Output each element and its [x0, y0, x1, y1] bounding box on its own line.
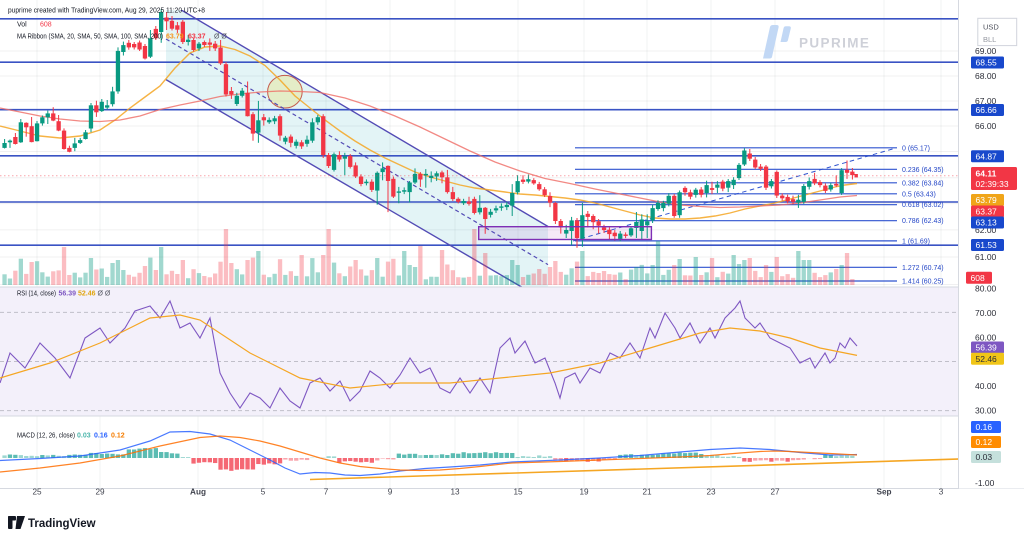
svg-text:68.00: 68.00 [975, 71, 997, 81]
svg-text:7: 7 [324, 488, 329, 497]
svg-text:1.272 (60.74): 1.272 (60.74) [902, 265, 944, 272]
svg-text:27: 27 [770, 488, 780, 497]
svg-text:61.00: 61.00 [975, 252, 997, 262]
svg-text:0.16: 0.16 [976, 422, 993, 432]
svg-text:56.39: 56.39 [59, 291, 77, 298]
svg-text:52.46: 52.46 [976, 354, 998, 364]
svg-text:MACD (12, 26, close): MACD (12, 26, close) [17, 433, 75, 440]
svg-text:0.786 (62.43): 0.786 (62.43) [902, 218, 944, 225]
svg-text:puprime created with TradingVi: puprime created with TradingView.com, Au… [8, 8, 205, 15]
svg-text:63.79: 63.79 [976, 195, 998, 205]
svg-text:61.53: 61.53 [976, 240, 998, 250]
svg-text:9: 9 [388, 488, 393, 497]
svg-text:0.618 (63.02): 0.618 (63.02) [902, 202, 944, 209]
svg-text:13: 13 [450, 488, 460, 497]
svg-text:RSI (14, close): RSI (14, close) [17, 291, 56, 298]
svg-text:0.16: 0.16 [94, 433, 108, 440]
svg-text:Aug: Aug [190, 488, 206, 497]
svg-text:63.79: 63.79 [166, 34, 184, 41]
svg-text:80.00: 80.00 [975, 284, 997, 294]
svg-text:21: 21 [642, 488, 652, 497]
svg-text:1 (61.69): 1 (61.69) [902, 238, 930, 245]
svg-text:5: 5 [261, 488, 266, 497]
svg-text:66.66: 66.66 [976, 105, 998, 115]
svg-text:19: 19 [579, 488, 589, 497]
svg-text:56.39: 56.39 [976, 343, 998, 353]
svg-text:64.87: 64.87 [976, 151, 998, 161]
svg-text:608: 608 [40, 22, 52, 29]
svg-text:68.55: 68.55 [976, 58, 998, 68]
svg-text:40.00: 40.00 [975, 381, 997, 391]
svg-text:0 (65.17): 0 (65.17) [902, 145, 930, 152]
svg-text:TradingView: TradingView [28, 518, 96, 530]
svg-text:25: 25 [32, 488, 42, 497]
svg-text:Sep: Sep [876, 488, 891, 497]
svg-text:USD: USD [983, 23, 999, 32]
svg-text:PUPRIME: PUPRIME [799, 36, 870, 51]
svg-text:29: 29 [95, 488, 105, 497]
svg-text:70.00: 70.00 [975, 308, 997, 318]
svg-text:0.382 (63.84): 0.382 (63.84) [902, 180, 944, 187]
svg-text:0.236 (64.35): 0.236 (64.35) [902, 167, 944, 174]
svg-text:23: 23 [706, 488, 716, 497]
svg-text:608: 608 [971, 273, 985, 283]
svg-text:0.03: 0.03 [77, 433, 91, 440]
svg-text:3: 3 [939, 488, 944, 497]
svg-text:MA Ribbon (SMA, 20, SMA, 50, S: MA Ribbon (SMA, 20, SMA, 50, SMA, 100, S… [17, 34, 163, 41]
svg-text:30.00: 30.00 [975, 406, 997, 416]
svg-text:BLL: BLL [983, 35, 996, 44]
svg-text:02:39:33: 02:39:33 [976, 179, 1009, 189]
svg-text:63.37: 63.37 [188, 34, 206, 41]
svg-text:0.12: 0.12 [976, 437, 993, 447]
svg-text:64.11: 64.11 [976, 169, 997, 179]
svg-text:0.12: 0.12 [111, 433, 125, 440]
svg-text:Ø Ø: Ø Ø [214, 34, 227, 41]
svg-text:Vol: Vol [17, 22, 27, 29]
svg-text:52.46: 52.46 [78, 291, 96, 298]
svg-text:0.03: 0.03 [976, 452, 993, 462]
svg-text:63.37: 63.37 [976, 207, 998, 217]
svg-text:69.00: 69.00 [975, 46, 997, 56]
svg-text:63.13: 63.13 [976, 218, 998, 228]
svg-text:60.00: 60.00 [975, 332, 997, 342]
svg-text:-1.00: -1.00 [975, 478, 995, 488]
svg-text:66.00: 66.00 [975, 121, 997, 131]
svg-text:15: 15 [513, 488, 523, 497]
svg-text:1.414 (60.25): 1.414 (60.25) [902, 279, 944, 286]
svg-text:Ø Ø: Ø Ø [98, 291, 111, 298]
svg-text:0.5 (63.43): 0.5 (63.43) [902, 191, 936, 198]
